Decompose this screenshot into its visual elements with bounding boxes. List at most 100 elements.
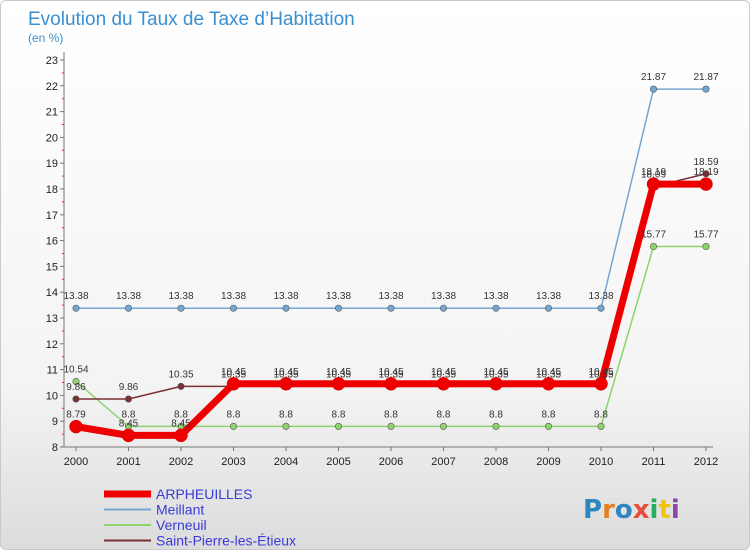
y-tick-label: 15 <box>46 261 58 273</box>
logo-letter: r <box>602 495 615 525</box>
data-label: 13.38 <box>588 291 613 302</box>
data-point <box>387 304 395 312</box>
x-tick-label: 2007 <box>431 456 455 468</box>
data-point <box>230 422 238 430</box>
data-point <box>72 304 80 312</box>
data-point <box>489 377 503 391</box>
logo-letter: P <box>583 495 602 525</box>
data-label: 15.77 <box>641 230 666 241</box>
data-point <box>72 395 80 403</box>
x-tick-label: 2010 <box>589 456 613 468</box>
data-label: 10.45 <box>536 367 561 378</box>
data-label: 18.09 <box>641 170 666 181</box>
legend-label: ARPHEUILLES <box>156 486 252 502</box>
data-point <box>279 377 293 391</box>
data-label: 8.8 <box>174 409 188 420</box>
data-label: 13.38 <box>483 291 508 302</box>
data-label: 8.8 <box>594 409 608 420</box>
data-point <box>702 170 710 178</box>
data-label: 8.8 <box>542 409 556 420</box>
data-label: 8.79 <box>66 410 86 421</box>
data-point <box>282 304 290 312</box>
data-point <box>646 177 661 191</box>
data-point <box>125 304 133 312</box>
data-point <box>174 428 188 443</box>
data-point <box>282 422 290 430</box>
y-tick-label: 8 <box>52 442 58 454</box>
y-tick-label: 16 <box>46 236 58 248</box>
x-tick-label: 2011 <box>642 456 666 468</box>
data-label: 8.45 <box>171 418 191 429</box>
data-label: 21.87 <box>641 72 666 83</box>
data-label: 10.54 <box>63 364 88 375</box>
x-tick-label: 2001 <box>116 456 140 468</box>
data-point <box>439 304 447 312</box>
data-point <box>541 377 556 391</box>
y-tick-label: 19 <box>46 158 58 170</box>
data-point <box>230 304 238 312</box>
chart-title: Evolution du Taux de Taxe d’Habitation <box>28 9 355 30</box>
data-label: 10.35 <box>378 369 403 380</box>
data-point <box>121 428 136 443</box>
logo-letter: x <box>633 495 650 525</box>
data-label: 8.8 <box>122 409 136 420</box>
data-label: 13.38 <box>116 291 141 302</box>
data-label: 10.35 <box>221 369 246 380</box>
data-label: 10.45 <box>326 367 351 378</box>
data-point <box>69 419 83 434</box>
data-label: 8.8 <box>332 409 346 420</box>
y-tick-label: 17 <box>46 210 58 222</box>
logo-letter: o <box>615 495 633 525</box>
logo-letter: i <box>671 495 680 525</box>
data-point <box>125 395 133 403</box>
data-point <box>72 377 80 385</box>
data-point <box>331 377 346 391</box>
proxiti-logo: Proxiti <box>583 495 680 525</box>
data-point <box>334 422 342 430</box>
data-label: 10.35 <box>536 369 561 380</box>
data-label: 10.45 <box>273 367 298 378</box>
series-line <box>75 173 707 400</box>
data-point <box>439 422 447 430</box>
y-tick-label: 9 <box>52 416 58 428</box>
x-tick-label: 2009 <box>536 456 560 468</box>
y-tick-label: 21 <box>46 107 58 119</box>
legend: ARPHEUILLESMeillantVerneuilSaint-Pierre-… <box>104 486 296 549</box>
data-label: 18.19 <box>641 167 666 178</box>
x-tick-label: 2008 <box>484 456 508 468</box>
data-point <box>492 422 500 430</box>
y-tick-label: 10 <box>46 390 58 402</box>
x-tick-label: 2012 <box>694 456 718 468</box>
data-label: 13.38 <box>431 291 456 302</box>
data-point <box>649 85 657 93</box>
data-point <box>594 377 608 391</box>
x-tick-label: 2002 <box>169 456 193 468</box>
data-label: 10.35 <box>273 369 298 380</box>
data-point <box>597 304 605 312</box>
data-label: 8.45 <box>119 418 139 429</box>
data-point <box>702 243 710 251</box>
data-point <box>177 382 185 390</box>
data-label: 13.38 <box>273 291 298 302</box>
x-tick-label: 2006 <box>379 456 403 468</box>
data-label: 10.35 <box>168 369 193 380</box>
logo-letter: t <box>658 495 670 525</box>
legend-label: Saint-Pierre-les-Étieux <box>156 533 296 549</box>
y-tick-label: 23 <box>46 55 58 67</box>
series-line <box>75 88 707 309</box>
legend-label: Meillant <box>156 502 204 518</box>
chart-subtitle: (en %) <box>28 31 63 45</box>
axes: 8 9 10 11 12 13 14 15 16 17 18 19 20 21 22 23 2000 2001 20… <box>46 52 718 468</box>
x-tick-label: 2000 <box>64 456 88 468</box>
data-point <box>436 377 451 391</box>
x-tick-label: 2005 <box>326 456 350 468</box>
data-label: 18.19 <box>693 167 718 178</box>
data-point <box>597 422 605 430</box>
data-labels: 13.38 13.38 13.38 13.38 13.38 13.38 13.38 13.38… <box>63 72 718 429</box>
data-label: 13.38 <box>378 291 403 302</box>
data-label: 10.45 <box>483 367 508 378</box>
data-label: 10.35 <box>431 369 456 380</box>
data-point <box>384 377 398 391</box>
y-tick-label: 20 <box>46 132 58 144</box>
